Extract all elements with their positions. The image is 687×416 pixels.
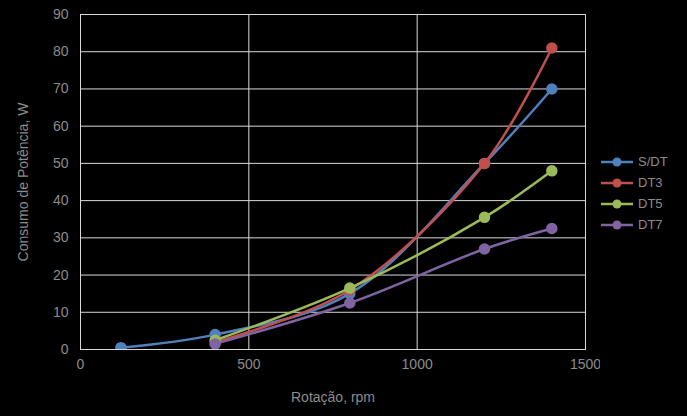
svg-text:0: 0 [77,356,85,372]
svg-text:1500: 1500 [570,356,600,372]
svg-text:500: 500 [237,356,261,372]
svg-text:30: 30 [53,229,69,245]
html-text:DT3: DT3 [638,175,663,190]
svg-text:50: 50 [53,155,69,171]
html-text:DT5: DT5 [638,196,663,211]
svg-text:40: 40 [53,192,69,208]
svg-text:90: 90 [53,6,69,22]
svg-text:20: 20 [53,267,69,283]
html-text:S/DT: S/DT [638,154,668,169]
svg-text:1000: 1000 [402,356,433,372]
svg-text:Consumo de Potência, W: Consumo de Potência, W [15,102,31,262]
svg-text:10: 10 [53,304,69,320]
svg-text:0: 0 [61,341,69,357]
svg-text:Rotação, rpm: Rotação, rpm [291,389,375,405]
svg-text:60: 60 [53,118,69,134]
html-text:DT7: DT7 [638,217,663,232]
svg-text:80: 80 [53,43,69,59]
svg-text:70: 70 [53,80,69,96]
